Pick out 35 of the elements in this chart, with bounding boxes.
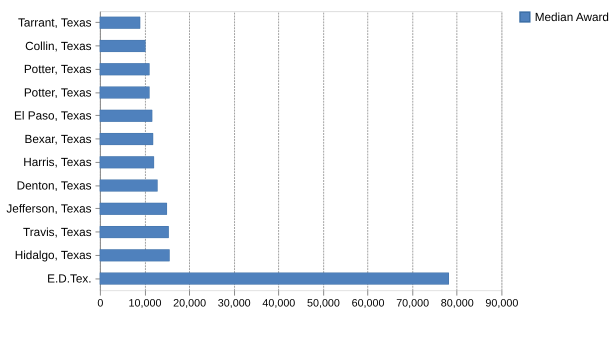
- x-tick-label: 30,000: [218, 297, 251, 310]
- bar: [100, 86, 150, 99]
- x-tick-label: 80,000: [440, 297, 474, 310]
- bar: [100, 40, 146, 52]
- y-tick-label: Harris, Texas: [23, 156, 92, 170]
- bar: [100, 226, 169, 238]
- x-tick-label: 10,000: [128, 297, 162, 310]
- bar: [100, 156, 154, 168]
- y-tick-label: Tarrant, Texas: [18, 16, 92, 30]
- bar: [100, 179, 158, 192]
- x-tick-label: 50,000: [306, 297, 340, 310]
- x-tick-label: 20,000: [173, 297, 206, 310]
- x-tick-label: 40,000: [262, 297, 296, 310]
- bar: [100, 132, 154, 146]
- y-tick-label: E.D.Tex.: [47, 272, 92, 286]
- x-tick-label: 0: [97, 297, 104, 310]
- y-tick-label: Jefferson, Texas: [6, 202, 92, 216]
- bar: [100, 202, 168, 215]
- legend-label: Median Award: [534, 10, 609, 24]
- bar: [100, 110, 152, 122]
- bar: [100, 16, 140, 29]
- x-tick-label: 60,000: [352, 297, 385, 310]
- bar: [100, 63, 150, 76]
- y-tick-label: Potter, Texas: [24, 86, 92, 100]
- y-tick-label: Hidalgo, Texas: [14, 249, 92, 262]
- x-tick-label: 70,000: [396, 297, 430, 310]
- bar: [100, 272, 450, 285]
- x-tick-label: 90,000: [485, 297, 518, 310]
- y-tick-label: Collin, Texas: [25, 40, 92, 53]
- y-tick-label: Potter, Texas: [24, 63, 92, 76]
- bar: [100, 249, 170, 262]
- y-tick-label: Travis, Texas: [23, 226, 92, 239]
- y-tick-label: El Paso, Texas: [14, 110, 92, 123]
- y-tick-label: Bexar, Texas: [24, 132, 92, 146]
- y-tick-label: Denton, Texas: [16, 179, 92, 192]
